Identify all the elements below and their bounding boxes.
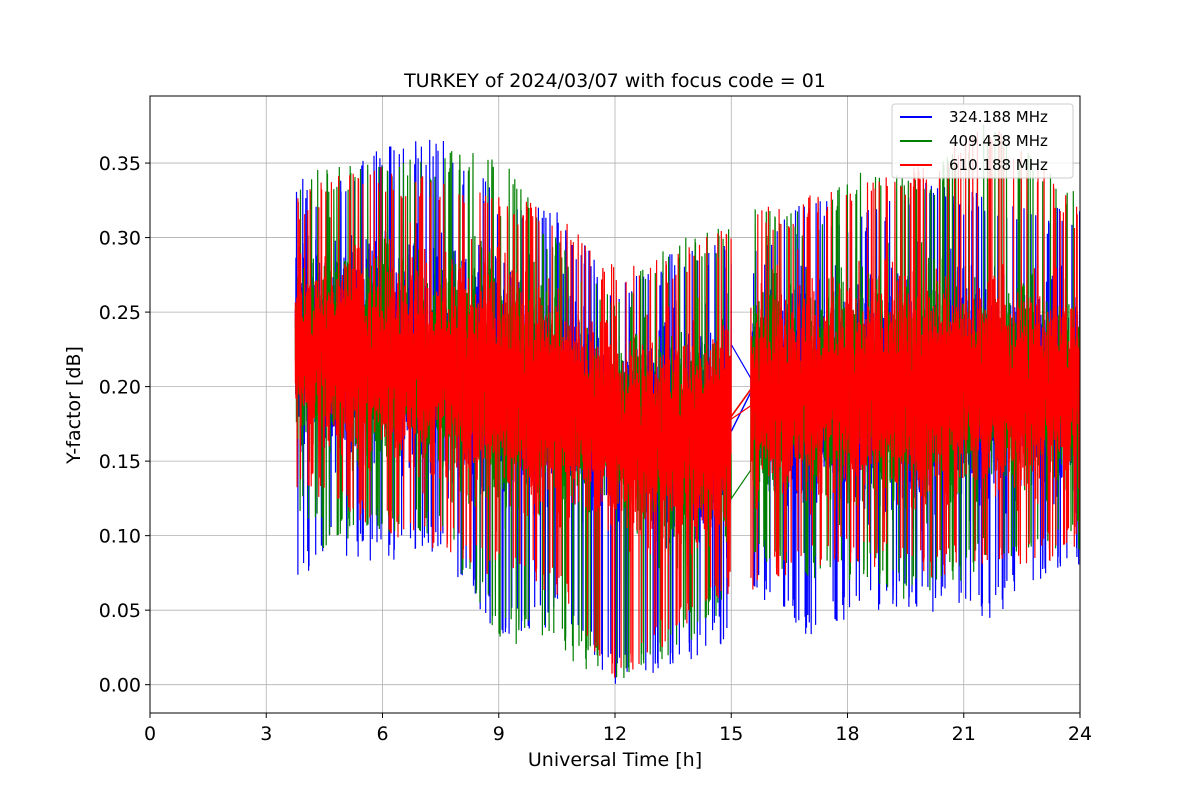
x-axis-label: Universal Time [h] [528, 749, 702, 771]
x-tick-label: 6 [376, 723, 388, 745]
x-tick-label: 15 [719, 723, 743, 745]
series-layer [294, 124, 1080, 684]
y-tick-label: 0.20 [99, 377, 141, 399]
y-tick-label: 0.30 [99, 228, 141, 250]
legend-box [891, 103, 1074, 179]
y-tick-label: 0.10 [99, 526, 141, 548]
y-axis-label: Y-factor [dB] [63, 346, 85, 465]
chart-title: TURKEY of 2024/03/07 with focus code = 0… [403, 70, 826, 92]
x-tick-label: 12 [603, 723, 627, 745]
gap-connector-3 [730, 389, 752, 417]
series-line-3 [294, 130, 1080, 678]
y-axis-ticks: 0.00 0.05 0.10 0.15 0.20 0.25 0.30 0.35 [99, 153, 150, 697]
x-tick-label: 0 [144, 723, 156, 745]
legend: 324.188 MHz 409.438 MHz 610.188 MHz [891, 103, 1074, 179]
legend-label: 409.438 MHz [949, 132, 1048, 150]
x-tick-label: 24 [1068, 723, 1092, 745]
y-tick-label: 0.25 [99, 302, 141, 324]
x-axis-ticks: 0 3 6 9 12 15 18 21 24 [144, 713, 1092, 745]
legend-label: 324.188 MHz [949, 108, 1048, 126]
x-tick-label: 18 [835, 723, 859, 745]
y-tick-label: 0.35 [99, 153, 141, 175]
x-tick-label: 3 [260, 723, 272, 745]
y-tick-label: 0.00 [99, 675, 141, 697]
legend-label: 610.188 MHz [949, 156, 1048, 174]
x-tick-label: 21 [952, 723, 976, 745]
y-tick-label: 0.05 [99, 600, 141, 622]
y-tick-label: 0.15 [99, 451, 141, 473]
x-tick-label: 9 [493, 723, 505, 745]
